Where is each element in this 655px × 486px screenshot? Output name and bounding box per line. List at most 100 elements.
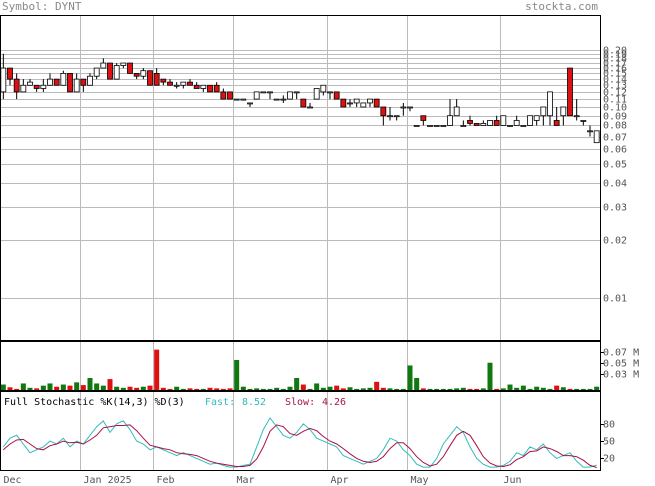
y-tick-label: 0.19 bbox=[603, 50, 627, 61]
candle-body bbox=[47, 78, 53, 86]
volume-bar bbox=[174, 386, 180, 390]
candle-body bbox=[360, 102, 367, 108]
volume-bar bbox=[260, 388, 266, 390]
volume-bar bbox=[94, 383, 100, 390]
volume-bar bbox=[87, 378, 93, 390]
candle-body bbox=[473, 123, 480, 126]
volume-bar bbox=[160, 387, 166, 390]
y-tick-label: 0.02 bbox=[603, 236, 627, 247]
volume-bar bbox=[107, 379, 113, 390]
legend-name: Slow: bbox=[285, 397, 315, 408]
volume-bar bbox=[427, 388, 433, 390]
volume-bar bbox=[154, 349, 160, 390]
candle-body bbox=[100, 62, 107, 69]
grids bbox=[1, 16, 604, 470]
candle-body bbox=[333, 91, 340, 100]
volume-bar bbox=[267, 388, 273, 390]
candle-body bbox=[420, 115, 427, 121]
candle-body bbox=[140, 70, 147, 77]
stoch-frame bbox=[0, 391, 601, 471]
x-tick-label: Apr bbox=[331, 475, 349, 486]
candle-body bbox=[107, 62, 113, 80]
candle-body bbox=[587, 130, 593, 133]
volume-bar bbox=[354, 388, 360, 390]
volume-bar bbox=[180, 388, 186, 390]
volume-bar bbox=[0, 384, 6, 390]
y-tick-label: 50 bbox=[603, 437, 615, 448]
candle-body bbox=[573, 115, 580, 118]
volume-bar bbox=[254, 388, 260, 390]
marks bbox=[0, 53, 600, 468]
candle-body bbox=[80, 78, 87, 86]
candle-body bbox=[480, 123, 487, 126]
volume-bar bbox=[440, 388, 446, 390]
candle-body bbox=[300, 98, 307, 108]
candle-body bbox=[560, 106, 567, 117]
volume-bar bbox=[114, 386, 120, 390]
candle-body bbox=[280, 98, 287, 101]
candle-body bbox=[367, 98, 373, 104]
y-tick-label: 0.06 bbox=[603, 145, 627, 156]
y-tick-label: 0.11 bbox=[603, 95, 627, 106]
volume-bar bbox=[447, 388, 453, 390]
volume-bar bbox=[527, 388, 533, 390]
volume-bar bbox=[200, 388, 206, 390]
volume-bar bbox=[374, 381, 380, 390]
volume-bar bbox=[54, 386, 60, 390]
y-tick-label: 0.16 bbox=[603, 64, 627, 75]
volume-bar bbox=[147, 385, 153, 390]
candle-body bbox=[380, 106, 387, 117]
candle-body bbox=[93, 67, 100, 77]
volume-bar bbox=[407, 365, 413, 390]
candle-body bbox=[193, 84, 200, 89]
volume-bar bbox=[500, 388, 506, 390]
volume-bar bbox=[567, 388, 573, 390]
candle-body bbox=[347, 102, 353, 105]
volume-bar bbox=[34, 388, 40, 390]
volume-bar bbox=[460, 387, 466, 390]
volume-bar bbox=[140, 386, 146, 390]
volume-bar bbox=[454, 388, 460, 390]
candle-body bbox=[113, 65, 120, 80]
candle-body bbox=[240, 98, 247, 101]
volume-bar bbox=[80, 385, 86, 390]
candle-body bbox=[273, 98, 280, 101]
candle-body bbox=[307, 106, 313, 109]
volume-bar bbox=[507, 384, 513, 390]
volume-bar bbox=[27, 387, 33, 390]
volume-bar bbox=[314, 383, 320, 390]
candle-body bbox=[0, 67, 7, 93]
candle-body bbox=[220, 91, 227, 100]
candle-body bbox=[227, 91, 233, 100]
volume-bar bbox=[514, 387, 520, 390]
volume-bar bbox=[280, 388, 286, 390]
volume-bar bbox=[400, 388, 406, 390]
candle-body bbox=[160, 78, 167, 83]
candle-body bbox=[27, 81, 33, 86]
candle-body bbox=[147, 70, 153, 86]
candle-body bbox=[133, 73, 140, 77]
volume-bar bbox=[434, 388, 440, 390]
candle-body bbox=[67, 73, 73, 93]
symbol: Symbol: DYNT bbox=[2, 0, 82, 13]
legend-value: 8.52 bbox=[242, 397, 266, 408]
volume-bar bbox=[300, 384, 306, 390]
volume-bar bbox=[207, 387, 213, 390]
volume-bar bbox=[134, 387, 140, 390]
candle-body bbox=[13, 78, 20, 93]
candle-body bbox=[340, 98, 347, 108]
y-tick-label: 0.01 bbox=[603, 294, 627, 305]
y-tick-label: 0.03 M bbox=[603, 370, 639, 381]
x-tick-label: Mar bbox=[237, 475, 255, 486]
candle-body bbox=[540, 106, 547, 117]
price-frame bbox=[0, 15, 601, 341]
volume-bar bbox=[414, 378, 420, 390]
volume-bar bbox=[327, 386, 333, 390]
candle-body bbox=[567, 67, 573, 117]
y-tick-label: 0.12 bbox=[603, 88, 627, 99]
candle-body bbox=[73, 78, 80, 93]
candle-body bbox=[413, 125, 420, 127]
volume-bar bbox=[587, 388, 593, 390]
candle-body bbox=[40, 84, 47, 89]
